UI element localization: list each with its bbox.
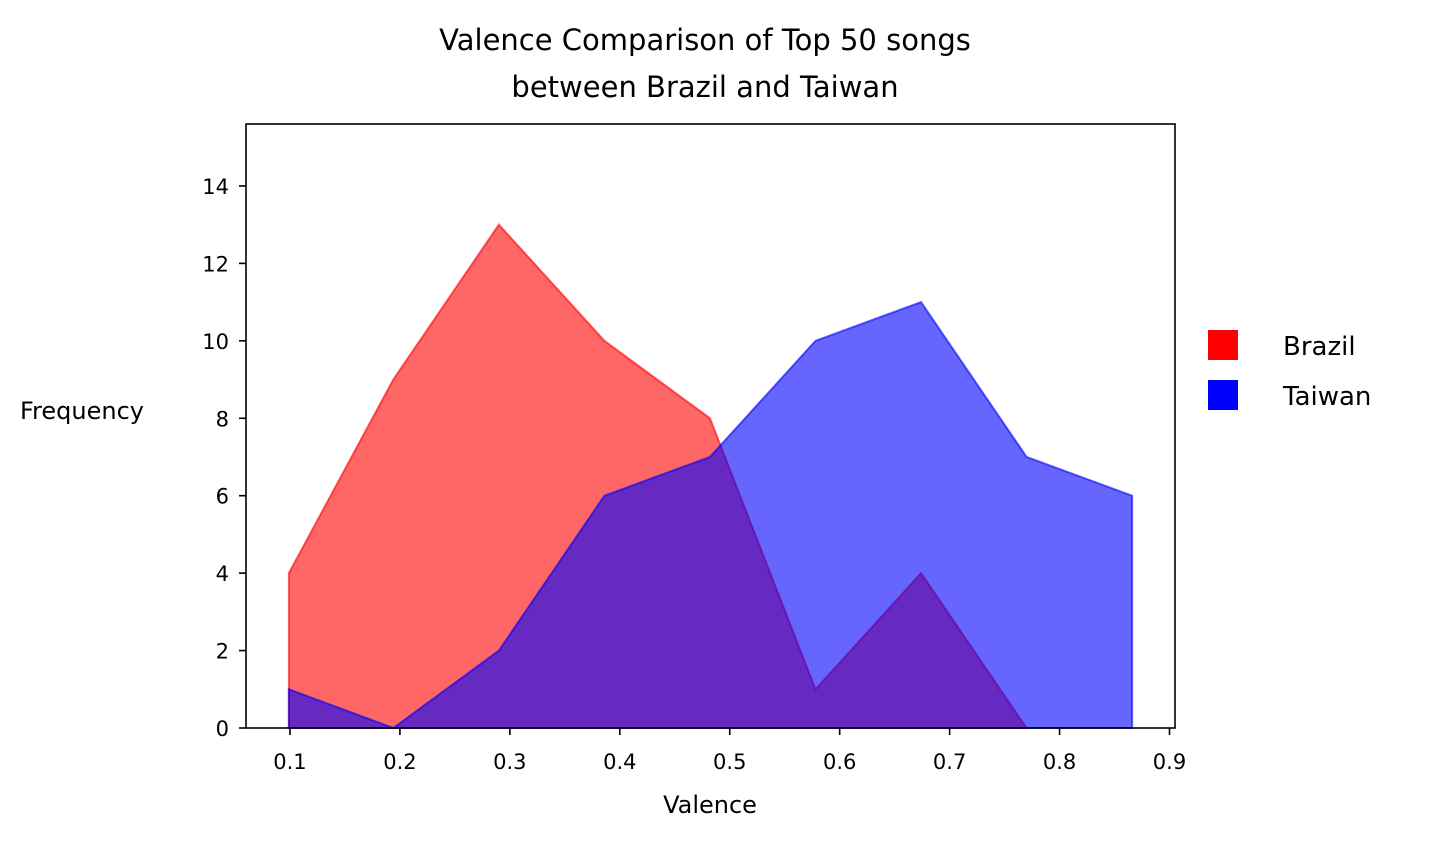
y-tick-label: 2: [216, 640, 229, 664]
x-tick-label: 0.3: [493, 750, 526, 774]
x-tick-label: 0.4: [603, 750, 636, 774]
x-tick-label: 0.2: [383, 750, 416, 774]
y-tick-label: 8: [216, 407, 229, 431]
chart-title-line: between Brazil and Taiwan: [511, 70, 898, 104]
legend-swatch-taiwan: [1208, 380, 1238, 410]
x-tick-label: 0.6: [823, 750, 856, 774]
y-tick-label: 10: [202, 330, 229, 354]
chart-title: Valence Comparison of Top 50 songs betwee…: [439, 23, 971, 104]
y-tick-label: 6: [216, 485, 229, 509]
legend-swatch-brazil: [1208, 330, 1238, 360]
legend-label-brazil: Brazil: [1283, 332, 1356, 362]
x-tick-label: 0.8: [1043, 750, 1076, 774]
y-tick-label: 0: [216, 717, 229, 741]
y-tick-label: 12: [202, 252, 229, 276]
legend-label-taiwan: Taiwan: [1282, 382, 1371, 412]
x-tick-label: 0.7: [933, 750, 966, 774]
y-axis-label: Frequency: [20, 397, 144, 425]
x-tick-label: 0.9: [1153, 750, 1186, 774]
y-tick-label: 4: [216, 562, 229, 586]
x-tick-label: 0.5: [713, 750, 746, 774]
series-layer: [289, 225, 1132, 728]
chart-title-line: Valence Comparison of Top 50 songs: [439, 23, 971, 57]
y-tick-label: 14: [202, 175, 229, 199]
x-tick-label: 0.1: [273, 750, 306, 774]
legend: Brazil Taiwan: [1208, 330, 1371, 412]
x-axis-label: Valence: [663, 791, 757, 819]
